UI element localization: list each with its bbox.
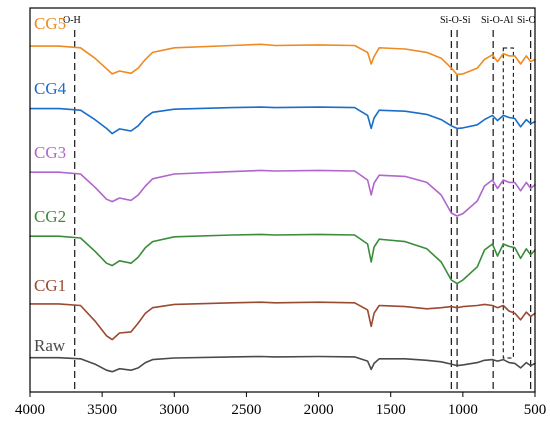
series-line-raw — [29, 355, 536, 373]
series-labels: CG5 CG4 CG3 CG2 CG1 Raw — [34, 14, 67, 355]
series-label-cg1: CG1 — [34, 276, 66, 295]
si-o-al-bracket — [502, 47, 514, 359]
series-label-cg3: CG3 — [34, 143, 66, 162]
plot-frame — [29, 7, 536, 393]
series-label-cg5: CG5 — [34, 14, 66, 33]
series-line-cg1 — [29, 301, 536, 341]
series-line-cg3 — [29, 169, 536, 217]
band-label: O-H — [63, 15, 81, 26]
x-tick-label: 2500 — [231, 402, 261, 418]
series-label-cg4: CG4 — [34, 79, 67, 98]
x-tick-label: 3500 — [87, 402, 117, 418]
band-annotations: O-H Si-O-Si Si-O-Al Si-O — [63, 15, 536, 392]
x-tick-label: 1500 — [376, 402, 406, 418]
series-line-cg4 — [29, 106, 536, 135]
series-label-cg2: CG2 — [34, 207, 66, 226]
series-label-raw: Raw — [34, 336, 66, 355]
band-label: Si-O-Si — [440, 15, 471, 26]
x-tick-label: 2000 — [304, 402, 334, 418]
x-tick-label: 1000 — [448, 402, 478, 418]
spectra-series — [29, 43, 536, 373]
x-axis: 4000 3500 3000 2500 2000 1500 1000 500 — [15, 7, 547, 418]
x-tick-label: 4000 — [15, 402, 45, 418]
x-tick-label: 3000 — [159, 402, 189, 418]
series-line-cg2 — [29, 233, 536, 285]
series-line-cg5 — [29, 43, 536, 76]
band-label: Si-O-Al — [481, 15, 513, 26]
band-label: Si-O — [517, 15, 536, 26]
x-tick-label: 500 — [524, 402, 547, 418]
